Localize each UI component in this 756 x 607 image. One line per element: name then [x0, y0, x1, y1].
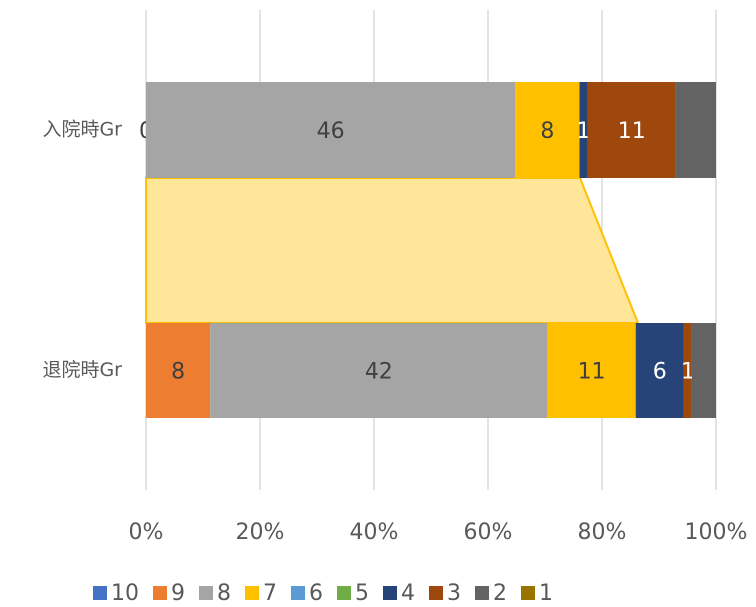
x-tick-label: 40%: [350, 520, 399, 545]
data-label: 6: [653, 360, 667, 385]
x-tick-label: 100%: [685, 520, 748, 545]
legend-label: 3: [447, 581, 461, 606]
legend-swatch: [337, 586, 351, 600]
x-tick-label: 60%: [464, 520, 513, 545]
legend-swatch: [383, 586, 397, 600]
bar-segment: [515, 82, 580, 178]
legend-swatch: [153, 586, 167, 600]
legend-label: 8: [217, 581, 231, 606]
data-label: 11: [578, 360, 606, 385]
data-label: 46: [317, 119, 345, 144]
data-label: 1: [681, 360, 695, 385]
x-tick-label: 0%: [129, 520, 164, 545]
category-label: 退院時Gr: [42, 359, 122, 381]
bar-segment: [587, 82, 676, 178]
legend-label: 10: [111, 581, 139, 606]
legend-swatch: [93, 586, 107, 600]
legend-swatch: [521, 586, 535, 600]
legend-label: 4: [401, 581, 415, 606]
data-label: 1: [577, 119, 591, 144]
bar-segment: [675, 82, 716, 178]
data-label: 8: [540, 119, 554, 144]
legend-label: 2: [493, 581, 507, 606]
x-tick-label: 20%: [236, 520, 285, 545]
category-label: 入院時Gr: [42, 119, 122, 141]
legend-label: 9: [171, 581, 185, 606]
legend-label: 5: [355, 581, 369, 606]
legend-swatch: [245, 586, 259, 600]
x-tick-label: 80%: [578, 520, 627, 545]
data-label: 42: [365, 360, 393, 385]
bar-segment: [683, 323, 692, 418]
legend-swatch: [475, 586, 489, 600]
data-label: 11: [618, 119, 646, 144]
bar-segment: [635, 323, 684, 418]
legend-swatch: [291, 586, 305, 600]
bar-segment: [146, 323, 211, 418]
data-label: 8: [171, 360, 185, 385]
bar-segment: [579, 82, 588, 178]
bar-segment: [691, 323, 716, 418]
legend-swatch: [199, 586, 213, 600]
legend-label: 6: [309, 581, 323, 606]
highlight-band: [145, 177, 640, 324]
legend-label: 1: [539, 581, 553, 606]
legend-swatch: [429, 586, 443, 600]
bar-segment: [547, 323, 636, 418]
legend-label: 7: [263, 581, 277, 606]
bar-segment: [210, 323, 548, 418]
bar-segment: [146, 82, 516, 178]
